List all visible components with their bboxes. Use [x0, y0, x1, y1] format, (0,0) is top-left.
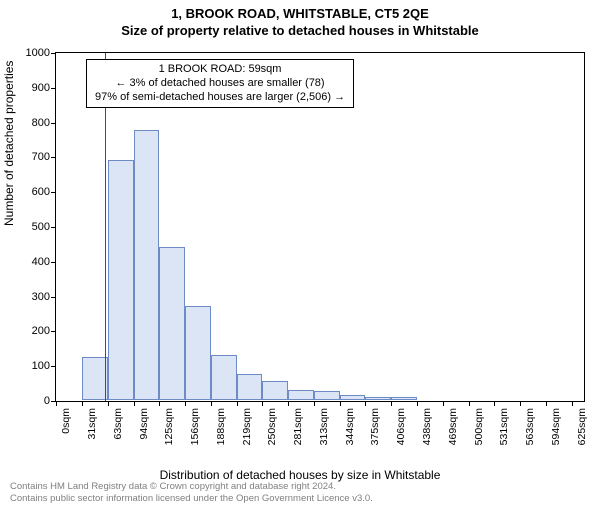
y-tick — [51, 157, 56, 158]
y-tick — [51, 331, 56, 332]
histogram-bar — [288, 390, 314, 400]
x-tick — [391, 401, 392, 406]
x-tick — [56, 401, 57, 406]
x-tick-label: 188sqm — [215, 408, 227, 445]
x-tick-label: 406sqm — [395, 408, 407, 445]
x-tick — [417, 401, 418, 406]
y-tick — [51, 53, 56, 54]
property-info-box: 1 BROOK ROAD: 59sqm← 3% of detached hous… — [86, 59, 354, 108]
histogram-bar — [211, 355, 237, 400]
y-tick — [51, 88, 56, 89]
x-tick — [185, 401, 186, 406]
x-tick-label: 500sqm — [473, 408, 485, 445]
x-tick — [494, 401, 495, 406]
x-tick — [365, 401, 366, 406]
x-tick — [546, 401, 547, 406]
histogram-bar — [159, 247, 185, 400]
y-tick — [51, 366, 56, 367]
x-tick — [134, 401, 135, 406]
x-tick-label: 0sqm — [60, 408, 72, 434]
x-tick — [262, 401, 263, 406]
x-tick — [340, 401, 341, 406]
info-line-address: 1 BROOK ROAD: 59sqm — [95, 63, 345, 77]
x-tick-label: 31sqm — [86, 408, 98, 440]
info-line-smaller: ← 3% of detached houses are smaller (78) — [95, 77, 345, 91]
x-tick — [108, 401, 109, 406]
page-title-address: 1, BROOK ROAD, WHITSTABLE, CT5 2QE — [0, 6, 600, 21]
y-tick-label: 0 — [44, 395, 50, 407]
y-tick — [51, 123, 56, 124]
y-tick-label: 900 — [32, 82, 50, 94]
histogram-bar — [340, 395, 366, 400]
footer-line-2: Contains public sector information licen… — [10, 493, 590, 504]
histogram-bar — [314, 391, 340, 400]
x-tick-label: 531sqm — [498, 408, 510, 445]
y-tick-label: 500 — [32, 221, 50, 233]
x-tick-label: 94sqm — [138, 408, 150, 440]
histogram-bar — [365, 397, 391, 400]
info-line-larger: 97% of semi-detached houses are larger (… — [95, 91, 345, 105]
y-tick — [51, 262, 56, 263]
y-tick-label: 300 — [32, 291, 50, 303]
y-tick — [51, 227, 56, 228]
x-tick-label: 250sqm — [266, 408, 278, 445]
histogram-bar — [237, 374, 263, 400]
x-tick — [443, 401, 444, 406]
footer-attribution: Contains HM Land Registry data © Crown c… — [10, 481, 590, 504]
histogram-bar — [391, 397, 417, 400]
x-tick-label: 344sqm — [344, 408, 356, 445]
footer-line-1: Contains HM Land Registry data © Crown c… — [10, 481, 590, 492]
histogram-bar — [262, 381, 288, 400]
x-tick — [82, 401, 83, 406]
x-tick-label: 125sqm — [163, 408, 175, 445]
x-tick-label: 469sqm — [447, 408, 459, 445]
x-tick — [237, 401, 238, 406]
x-tick — [211, 401, 212, 406]
y-tick-label: 400 — [32, 256, 50, 268]
y-tick-label: 100 — [32, 360, 50, 372]
histogram-bar — [134, 130, 160, 400]
histogram-bar — [185, 306, 211, 400]
x-tick-label: 563sqm — [524, 408, 536, 445]
y-tick-label: 700 — [32, 151, 50, 163]
x-tick-label: 156sqm — [189, 408, 201, 445]
plot-area: 010020030040050060070080090010000sqm31sq… — [55, 52, 585, 402]
x-tick-label: 281sqm — [292, 408, 304, 445]
x-tick — [288, 401, 289, 406]
histogram-chart: 010020030040050060070080090010000sqm31sq… — [55, 52, 585, 402]
y-tick-label: 800 — [32, 117, 50, 129]
histogram-bar — [108, 160, 134, 400]
x-tick-label: 438sqm — [421, 408, 433, 445]
x-tick — [572, 401, 573, 406]
x-tick-label: 63sqm — [112, 408, 124, 440]
x-tick — [159, 401, 160, 406]
y-axis-label: Number of detached properties — [2, 61, 16, 226]
y-tick-label: 1000 — [26, 47, 50, 59]
page-title-subtitle: Size of property relative to detached ho… — [0, 23, 600, 38]
x-tick — [314, 401, 315, 406]
y-tick-label: 200 — [32, 325, 50, 337]
x-tick — [520, 401, 521, 406]
y-tick — [51, 297, 56, 298]
x-tick-label: 594sqm — [550, 408, 562, 445]
x-axis-label: Distribution of detached houses by size … — [0, 468, 600, 482]
x-tick-label: 313sqm — [318, 408, 330, 445]
x-tick-label: 375sqm — [369, 408, 381, 445]
y-tick — [51, 192, 56, 193]
x-tick-label: 219sqm — [241, 408, 253, 445]
x-tick — [469, 401, 470, 406]
x-tick-label: 625sqm — [576, 408, 588, 445]
y-tick-label: 600 — [32, 186, 50, 198]
